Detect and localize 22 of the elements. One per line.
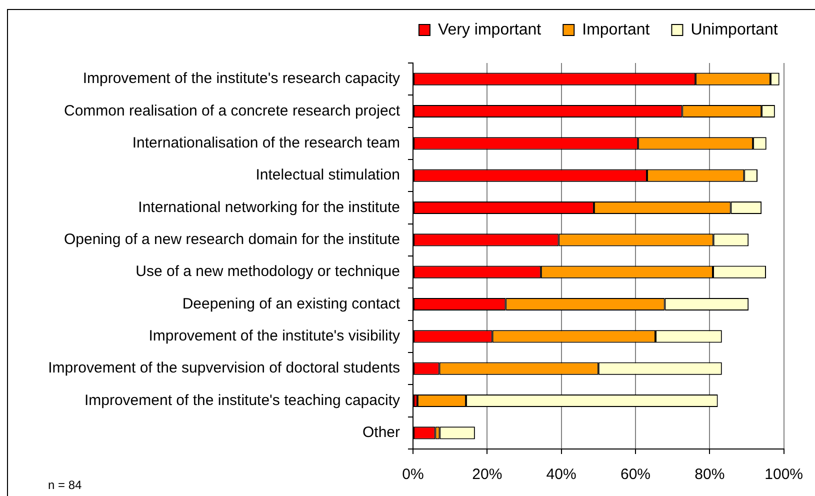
legend-label: Important [582, 21, 650, 38]
x-tick-label: 80% [694, 466, 725, 484]
x-tick-label: 20% [472, 466, 502, 484]
y-tick-label: Improvement of the institute's teaching capacity [84, 392, 400, 409]
x-tick-label: 100% [764, 466, 804, 484]
text: n = 84 [48, 478, 82, 492]
y-tick-label: Improvement of the institute's visibility [148, 328, 400, 345]
y-tick-label: Deepening of an existing contact [182, 295, 401, 312]
y-tick-label: International networking for the institute [138, 198, 400, 216]
x-tick-label: 40% [546, 466, 576, 484]
y-tick-label: Opening of a new research domain for the institute [64, 231, 400, 248]
x-tick-label: 0% [402, 466, 424, 484]
x-tick-label: 60% [620, 466, 651, 484]
y-tick-label: Intelectual stimulation [256, 166, 400, 184]
y-tick-label: Common realisation of a concrete research project [64, 102, 401, 120]
y-tick-label: Other [362, 424, 400, 442]
y-tick-label: Improvement of the supvervision of doctoral students [48, 360, 400, 377]
y-tick-label: Improvement of the institute's research capacity [82, 70, 400, 88]
legend-label: Very important [438, 21, 542, 38]
y-tick-label: Internationalisation of the research team [132, 134, 400, 152]
y-tick-label: Use of a new methodology or technique [136, 263, 400, 280]
legend-label: Unimportant [690, 21, 778, 38]
